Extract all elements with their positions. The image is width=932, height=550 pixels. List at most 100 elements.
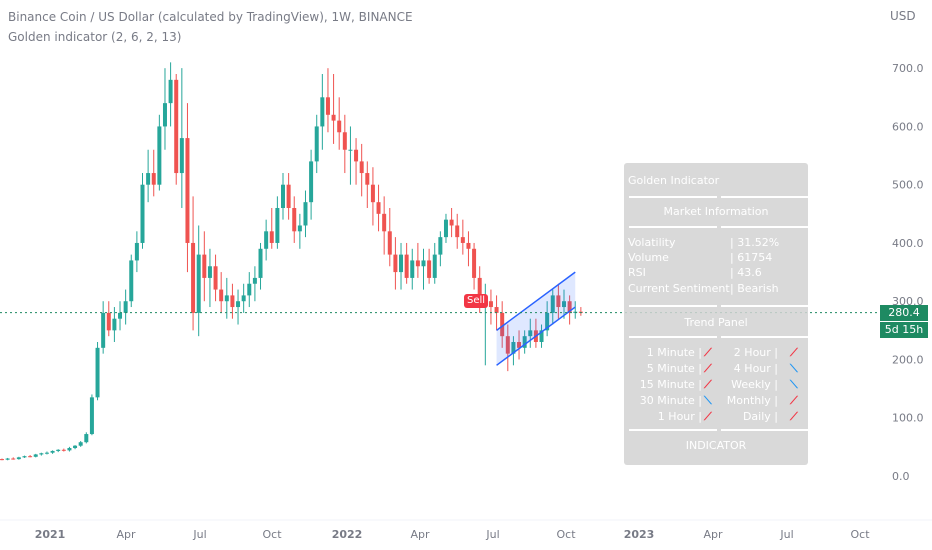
candle-body	[179, 138, 184, 174]
candle-body	[337, 120, 342, 133]
price-tick-label: 200.0	[892, 353, 924, 366]
channel-upper-line	[496, 271, 576, 331]
candle-body	[438, 237, 443, 255]
candle-body	[73, 445, 78, 449]
trend-left-row-label: 1 Minute |	[646, 346, 702, 359]
market-info-heading: Market Information	[663, 205, 769, 218]
channel-lower-line	[496, 306, 576, 366]
candle-down	[202, 231, 207, 302]
candle-down	[331, 74, 336, 144]
candle-up	[562, 289, 566, 319]
candle-up	[258, 242, 263, 290]
candle-up	[101, 301, 106, 354]
candle-up	[443, 213, 448, 243]
trend-left-row-label: 1 Hour |	[657, 410, 702, 423]
candle-down	[578, 307, 583, 316]
trend-left-row-label: 5 Minute |	[646, 362, 702, 375]
trend-up-icon: ⟋	[704, 362, 712, 375]
candle-down	[337, 97, 342, 150]
candle-body	[258, 248, 263, 278]
candle-down	[415, 242, 420, 278]
panel-rule	[721, 336, 809, 338]
candle-up	[241, 283, 246, 313]
candle-body	[196, 254, 201, 313]
candle-down	[11, 457, 16, 460]
candle-body	[224, 295, 229, 302]
candle-body	[241, 295, 246, 302]
candle-up	[73, 445, 78, 450]
candle-body	[140, 184, 145, 243]
candle-up	[22, 455, 27, 458]
candle-body	[556, 295, 561, 308]
candle-up	[511, 336, 516, 366]
candle-body	[399, 254, 404, 273]
price-tick-label: 0.0	[892, 470, 910, 483]
candle-down	[466, 231, 471, 267]
trend-down-icon: ⟍	[790, 362, 798, 375]
time-axis[interactable]: 2021 Apr Jul Oct 2022 Apr Jul Oct 2023 Apr Jul Oct	[35, 528, 871, 541]
candle-body	[11, 458, 16, 460]
currency-label[interactable]: USD	[890, 9, 916, 23]
candle-down	[325, 68, 330, 133]
trend-down-icon: ⟍	[704, 394, 712, 407]
candle-body	[331, 114, 336, 121]
candle-body	[252, 277, 257, 284]
candle-body	[174, 79, 179, 174]
price-tick-label: 500.0	[892, 179, 924, 192]
trend-up-icon: ⟋	[704, 346, 712, 359]
candle-body	[0, 459, 4, 461]
candle-up	[545, 301, 550, 337]
candle-up	[410, 248, 415, 290]
trend-right-row-label: 4 Hour |	[733, 362, 778, 375]
candle-up	[134, 231, 139, 273]
candle-body	[500, 312, 505, 337]
candle-body	[89, 397, 94, 435]
candle-body	[230, 295, 235, 308]
candle-up	[247, 272, 252, 308]
candle-body	[146, 173, 151, 185]
candle-body	[382, 213, 387, 232]
candle-body	[432, 254, 437, 278]
candle-down	[427, 248, 432, 284]
panel-rule	[721, 305, 809, 307]
candle-body	[61, 449, 66, 451]
candle-body	[517, 342, 522, 348]
candle-up	[50, 450, 55, 454]
candle-up	[179, 68, 184, 209]
candle-body	[354, 149, 359, 162]
candle-body	[550, 295, 555, 313]
panel-rule	[721, 226, 809, 228]
trend-panel-heading: Trend Panel	[684, 316, 748, 329]
candle-up	[39, 452, 44, 456]
candle-body	[129, 260, 134, 302]
candle-body	[264, 231, 269, 249]
last-price-badge: 280.4	[880, 304, 928, 321]
trend-up-icon: ⟋	[790, 394, 798, 407]
rsi-value: | 43.6	[730, 266, 762, 279]
candle-body	[112, 318, 117, 331]
candle-down	[387, 208, 392, 267]
trend-up-icon: ⟋	[704, 410, 712, 423]
indicator-title[interactable]: Golden indicator (2, 6, 2, 13)	[8, 30, 182, 44]
candle-up	[78, 441, 83, 447]
sell-signal-label: Sell	[464, 294, 488, 308]
candle-up	[162, 68, 167, 150]
candle-down	[61, 448, 66, 452]
price-tick-label: 100.0	[892, 412, 924, 425]
candle-up	[264, 219, 269, 261]
candle-up	[528, 318, 533, 348]
time-tick-label: Apr	[703, 528, 723, 541]
candle-body	[22, 456, 27, 458]
trend-up-icon: ⟋	[704, 378, 712, 391]
candle-up	[297, 213, 302, 249]
price-tick-label: 400.0	[892, 237, 924, 250]
candle-body	[505, 336, 510, 354]
candle-down	[500, 301, 505, 348]
candle-body	[522, 336, 527, 348]
candle-body	[236, 301, 241, 308]
panel-rule	[629, 305, 717, 307]
symbol-title[interactable]: Binance Coin / US Dollar (calculated by …	[8, 10, 413, 24]
